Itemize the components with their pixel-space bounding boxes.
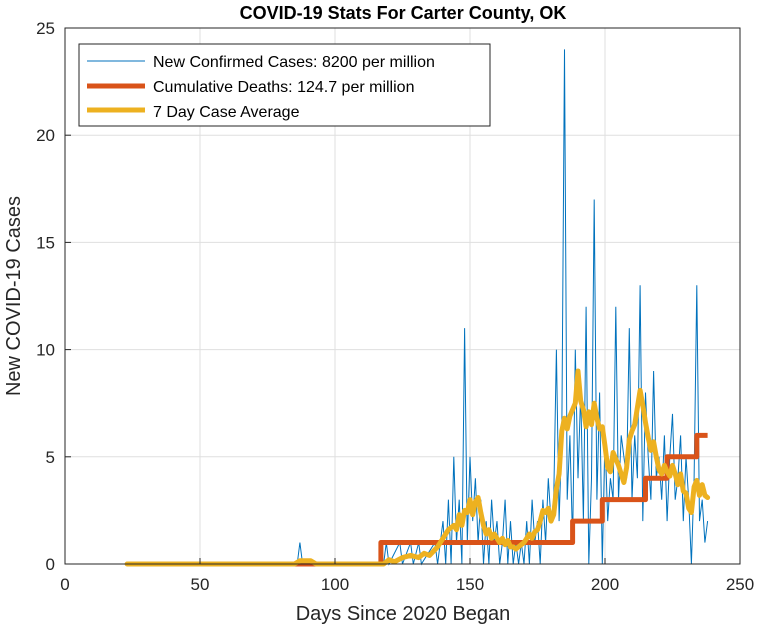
series-line-new-cases [127, 49, 709, 566]
y-tick-label: 25 [36, 19, 55, 38]
x-axis-label: Days Since 2020 Began [296, 603, 511, 625]
legend-label-7-day-average: 7 Day Case Average [153, 104, 300, 121]
chart-title: COVID-19 Stats For Carter County, OK [240, 3, 567, 23]
y-tick-label: 10 [36, 341, 55, 360]
y-tick-label: 15 [36, 233, 55, 252]
y-axis-ticks: 0 5 10 15 20 25 [36, 19, 71, 574]
y-tick-label: 0 [46, 555, 55, 574]
legend-box [78, 43, 491, 127]
series-line-cumulative-deaths [127, 432, 708, 567]
x-tick-label: 0 [60, 575, 69, 594]
x-tick-label: 250 [726, 575, 754, 594]
y-axis-label: New COVID-19 Cases [3, 196, 25, 396]
plot-frame [64, 27, 741, 565]
legend-label-new-cases: New Confirmed Cases: 8200 per million [153, 54, 435, 71]
legend-label-cumulative-deaths: Cumulative Deaths: 124.7 per million [153, 79, 414, 96]
legend: New Confirmed Cases: 8200 per million Cu… [78, 43, 491, 127]
x-tick-label: 200 [591, 575, 619, 594]
series-line-7-day-average [124, 368, 711, 567]
x-tick-label: 50 [191, 575, 210, 594]
x-tick-label: 150 [456, 575, 484, 594]
plot-area [124, 49, 711, 567]
x-axis-ticks: 0 50 100 150 200 250 [60, 558, 754, 594]
y-tick-label: 5 [46, 448, 55, 467]
x-tick-label: 100 [321, 575, 349, 594]
y-tick-label: 20 [36, 126, 55, 145]
